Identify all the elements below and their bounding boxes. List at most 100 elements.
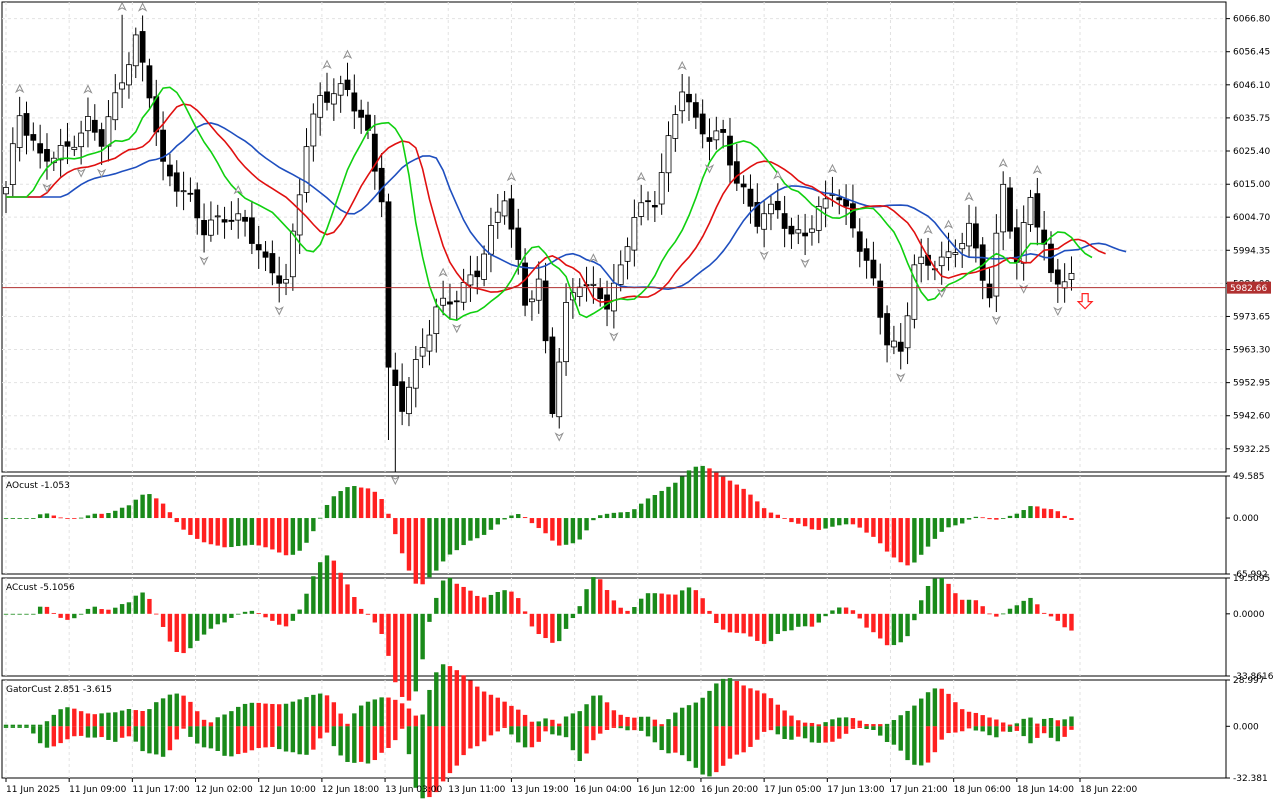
candle <box>201 203 207 253</box>
ac-histogram-bar <box>208 613 214 629</box>
ao-histogram-bar <box>181 518 186 530</box>
candle-body <box>119 82 126 90</box>
ao-histogram-bar <box>604 513 610 519</box>
gator-upper-bar <box>577 711 582 727</box>
fractal-down-marker <box>896 373 906 383</box>
candle <box>508 184 515 248</box>
ao-histogram-bar <box>201 518 207 543</box>
ao-histogram-bar <box>960 518 965 524</box>
ao-histogram-bar <box>65 518 70 519</box>
fractal-down-marker <box>800 258 810 269</box>
candle-body <box>276 275 283 284</box>
gator-upper-bar <box>229 711 234 727</box>
gator-lower-bar <box>160 726 166 757</box>
x-tick-label: 11 Jun 2025 <box>6 785 60 795</box>
fractal-up-marker <box>322 59 332 70</box>
x-tick-label: 12 Jun 02:00 <box>196 785 253 795</box>
candle <box>665 121 672 192</box>
gator-upper-bar <box>857 720 862 727</box>
gator-lower-bar <box>338 726 343 756</box>
candle-body <box>392 369 399 386</box>
candle <box>276 256 283 303</box>
candle <box>740 175 747 205</box>
gator-upper-bar <box>864 723 869 727</box>
gator-upper-bar <box>536 721 541 727</box>
candle <box>187 177 194 202</box>
fractal-up-marker <box>827 163 838 174</box>
ac-histogram-bar <box>317 562 323 614</box>
ac-indicator-label: ACcust -5.1056 <box>6 583 75 593</box>
ac-histogram-bar <box>31 613 36 615</box>
gator-upper-bar <box>461 675 466 727</box>
ac-histogram-bar <box>475 595 480 614</box>
candle <box>269 240 276 286</box>
ac-histogram-bar <box>160 613 166 627</box>
ao-histogram-bar <box>324 504 330 519</box>
ac-histogram-bar <box>625 610 630 614</box>
gator-upper-bar <box>304 697 309 727</box>
gator-lower-bar <box>345 726 350 762</box>
gator-upper-bar <box>413 715 418 727</box>
gator-lower-bar <box>727 726 733 759</box>
gator-lower-bar <box>215 726 220 751</box>
ac-histogram-bar <box>229 613 234 618</box>
candle-body <box>938 256 945 267</box>
ac-histogram-bar <box>440 580 446 614</box>
ac-histogram-bar <box>188 613 193 649</box>
x-tick-label: 18 Jun 14:00 <box>1017 785 1074 795</box>
gator-lower-bar <box>980 726 985 732</box>
candle <box>221 206 228 239</box>
gator-upper-bar <box>242 703 248 727</box>
gator-upper-bar <box>980 715 985 727</box>
ao-histogram-bar <box>598 515 603 519</box>
ac-histogram-bar <box>543 613 548 639</box>
candle <box>481 245 488 287</box>
ao-histogram-bar <box>495 518 500 525</box>
candle <box>706 118 713 161</box>
gator-upper-bar <box>1069 716 1074 727</box>
ac-histogram-bar <box>761 613 767 644</box>
ac-histogram-bar <box>51 612 57 614</box>
ac-histogram-bar <box>768 613 774 642</box>
candle-body <box>815 205 822 231</box>
ac-histogram-bar <box>413 613 418 692</box>
ac-histogram-bar <box>10 613 16 615</box>
gator-lower-bar <box>297 726 302 755</box>
candle <box>173 160 180 207</box>
gator-lower-bar <box>488 726 494 736</box>
candle-body <box>310 113 317 147</box>
gator-lower-bar <box>72 726 77 737</box>
ac-histogram-bar <box>802 613 808 627</box>
ac-histogram-bar <box>666 594 671 614</box>
gator-lower-bar <box>24 726 29 728</box>
ao-histogram-bar <box>1021 510 1026 519</box>
ao-histogram-bar <box>761 508 767 519</box>
candle-body <box>624 246 631 262</box>
candle-body <box>44 149 50 162</box>
gator-lower-bar <box>584 726 589 754</box>
ac-histogram-bar <box>495 591 500 614</box>
gator-lower-bar <box>65 726 70 740</box>
fractal-up-marker <box>773 170 783 180</box>
ao-histogram-bar <box>1014 513 1020 519</box>
candle <box>126 52 132 99</box>
ac-histogram-bar <box>126 602 132 614</box>
gator-upper-bar <box>106 712 111 727</box>
candle <box>884 305 890 363</box>
candle-body <box>877 280 884 318</box>
gator-upper-bar <box>529 721 535 727</box>
gator-lower-bar <box>830 726 835 742</box>
ac-histogram-bar <box>782 613 787 632</box>
candle-body <box>665 135 672 174</box>
candle <box>255 225 262 269</box>
gator-upper-bar <box>1041 718 1047 727</box>
ao-histogram-bar <box>447 518 453 555</box>
gator-lower-bar <box>843 726 849 734</box>
gator-lower-bar <box>58 726 63 744</box>
gator-lower-bar <box>420 726 425 799</box>
ao-histogram-bar <box>140 494 145 519</box>
fractal-up-marker <box>506 171 517 182</box>
candle-body <box>856 231 863 252</box>
y-tick-label: 49.585 <box>1233 472 1265 482</box>
candle-body <box>1027 196 1034 226</box>
